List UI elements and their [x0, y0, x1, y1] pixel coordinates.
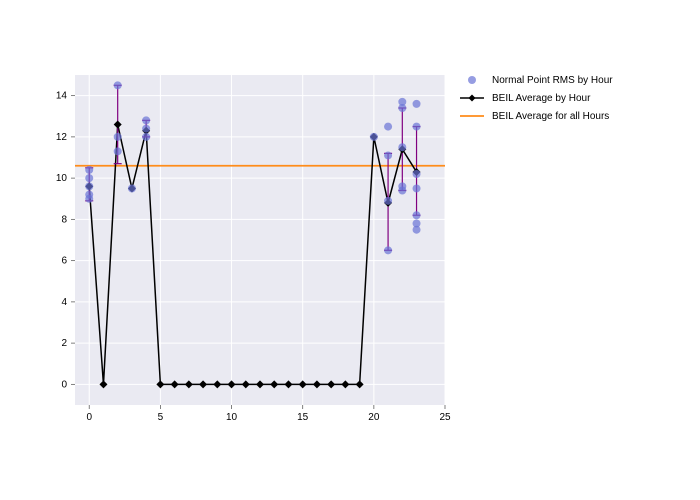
scatter-point	[413, 220, 421, 228]
scatter-point	[398, 98, 406, 106]
scatter-point	[413, 100, 421, 108]
ytick-label: 0	[61, 379, 67, 390]
legend-label: BEIL Average by Hour	[492, 93, 591, 104]
scatter-point	[413, 211, 421, 219]
scatter-point	[85, 182, 93, 190]
xtick-label: 20	[368, 412, 380, 423]
xtick-label: 15	[297, 412, 309, 423]
chart-container: 0 5 10 15 20 25 0 2 4 6 8 10 12 14 Normal Point RMS by…	[0, 0, 700, 500]
ytick-label: 12	[56, 132, 68, 143]
xtick-label: 0	[86, 412, 92, 423]
scatter-point	[85, 195, 93, 203]
legend-label: BEIL Average for all Hours	[492, 111, 609, 122]
ytick-label: 8	[61, 214, 67, 225]
scatter-point	[398, 143, 406, 151]
scatter-point	[114, 133, 122, 141]
scatter-point	[398, 182, 406, 190]
scatter-point	[384, 123, 392, 131]
xtick-label: 10	[226, 412, 238, 423]
chart-svg: 0 5 10 15 20 25 0 2 4 6 8 10 12 14 Normal Point RMS by…	[0, 0, 700, 500]
scatter-point	[142, 133, 150, 141]
scatter-point	[114, 81, 122, 89]
scatter-point	[128, 184, 136, 192]
scatter-point	[413, 123, 421, 131]
xtick-label: 5	[158, 412, 164, 423]
ytick-label: 2	[61, 338, 67, 349]
scatter-point	[413, 184, 421, 192]
scatter-point	[384, 197, 392, 205]
legend-label: Normal Point RMS by Hour	[492, 75, 613, 86]
ytick-label: 10	[56, 173, 68, 184]
scatter-point	[384, 246, 392, 254]
scatter-point	[142, 116, 150, 124]
ytick-label: 4	[61, 297, 67, 308]
scatter-point	[85, 174, 93, 182]
scatter-point	[114, 147, 122, 155]
ytick-label: 6	[61, 256, 67, 267]
xtick-label: 25	[439, 412, 451, 423]
scatter-point	[142, 125, 150, 133]
legend-icon	[468, 76, 476, 84]
scatter-point	[370, 133, 378, 141]
scatter-point	[384, 151, 392, 159]
scatter-point	[85, 166, 93, 174]
scatter-point	[413, 170, 421, 178]
ytick-label: 14	[56, 91, 68, 102]
